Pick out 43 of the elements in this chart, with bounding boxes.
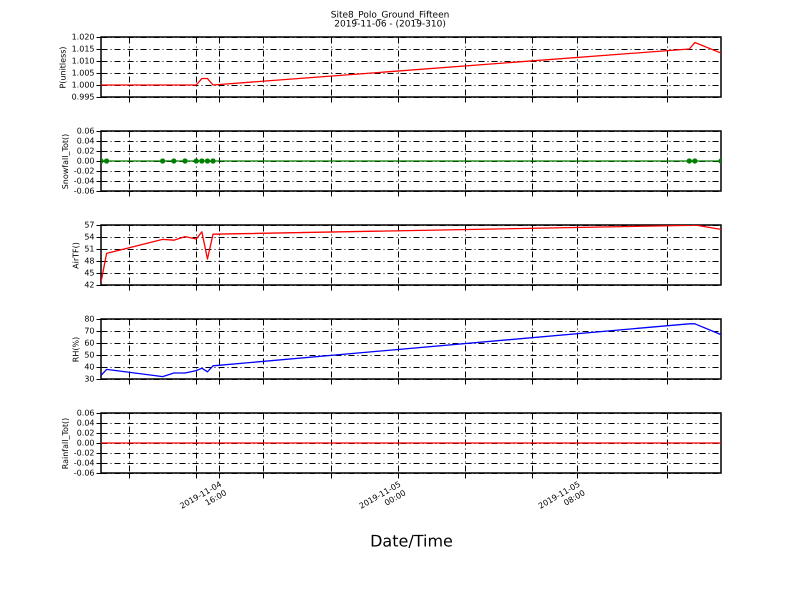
y-tick-label: 51	[84, 244, 94, 254]
y-axis-title: Rainfall_Tot()	[60, 418, 70, 470]
y-tick-label: 0.995	[72, 92, 94, 102]
y-axis-title: Snowfall_Tot()	[60, 134, 70, 190]
y-tick-label: 54	[84, 232, 94, 242]
y-tick-label: 0.02	[76, 146, 94, 156]
y-tick-label: 57	[84, 220, 94, 230]
y-tick-label: 30	[84, 374, 94, 384]
y-tick-label: 80	[84, 314, 94, 324]
line-series	[101, 225, 721, 283]
y-tick-label: 0.04	[76, 418, 94, 428]
y-tick-label: 1.010	[72, 56, 94, 66]
x-axis-title: Date/Time	[370, 531, 453, 550]
y-tick-label: 0.02	[76, 428, 94, 438]
y-tick-label: 0.00	[76, 438, 94, 448]
y-tick-label: 1.000	[72, 80, 94, 90]
line-series	[101, 42, 721, 86]
y-tick-label: 1.020	[72, 32, 94, 42]
y-tick-label: -0.06	[74, 468, 94, 478]
y-tick-label: 48	[84, 256, 94, 266]
y-axis-title: P(unitless)	[58, 46, 68, 89]
y-tick-label: 42	[84, 280, 94, 290]
y-tick-label: -0.04	[74, 458, 94, 468]
y-tick-label: 0.04	[76, 136, 94, 146]
y-tick-label: 0.06	[76, 408, 94, 418]
y-tick-label: 1.005	[72, 68, 94, 78]
y-tick-label: -0.04	[74, 176, 94, 186]
y-tick-label: 0.00	[76, 156, 94, 166]
y-tick-label: 60	[84, 338, 94, 348]
y-tick-label: 70	[84, 326, 94, 336]
line-series	[101, 323, 721, 378]
chart-title: Site8_Polo_Ground_Fifteen	[330, 10, 450, 20]
y-tick-label: 45	[84, 268, 94, 278]
y-tick-label: 0.06	[76, 126, 94, 136]
y-tick-label: 1.015	[72, 44, 94, 54]
y-tick-label: -0.02	[74, 448, 94, 458]
y-tick-label: -0.06	[74, 186, 94, 196]
y-axis-title: RH(%)	[71, 336, 80, 362]
y-tick-label: -0.02	[74, 166, 94, 176]
chart-subtitle: 2019-11-06 - (2019-310)	[334, 19, 446, 30]
y-axis-title: AirTF()	[71, 242, 80, 269]
y-tick-label: 50	[84, 350, 94, 360]
y-tick-label: 40	[84, 362, 94, 372]
